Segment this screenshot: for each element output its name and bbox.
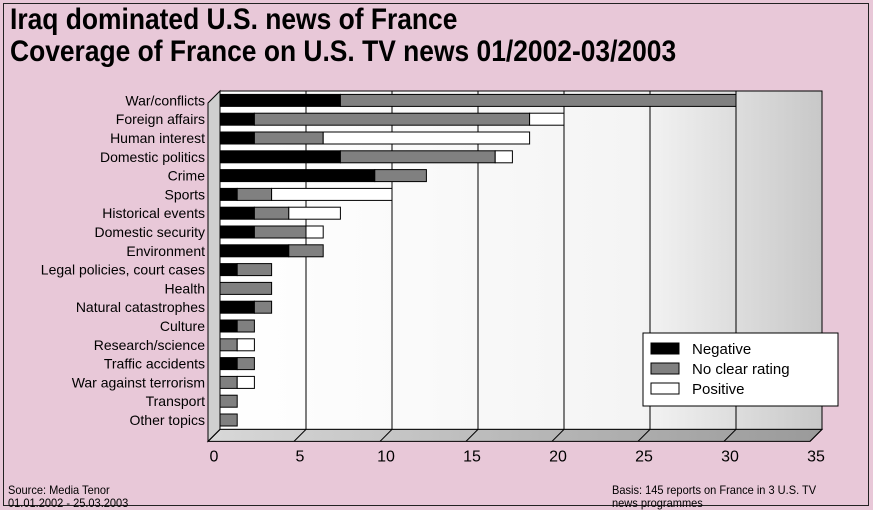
category-label: Crime	[168, 168, 206, 184]
category-label: Legal policies, court cases	[41, 262, 205, 278]
category-label: Research/science	[94, 337, 205, 353]
legend-label: No clear rating	[692, 361, 790, 378]
bar-segment	[219, 413, 238, 427]
grid-lines	[207, 91, 823, 442]
bar-segment	[236, 319, 255, 333]
category-label: Foreign affairs	[116, 111, 205, 127]
bar-segment	[219, 93, 341, 107]
category-labels: War/conflicts Foreign affairs Human intere…	[41, 92, 205, 428]
bar-segment	[288, 206, 341, 220]
bar-segment	[305, 225, 324, 239]
category-label: Environment	[126, 243, 205, 259]
grid-line-floor	[637, 429, 651, 442]
legend-swatch	[650, 362, 680, 375]
category-label: Transport	[146, 393, 206, 409]
bar-segment	[219, 150, 341, 164]
x-tick-label: 10	[377, 448, 395, 465]
category-label: War against terrorism	[72, 374, 205, 390]
bar-segment	[339, 150, 496, 164]
category-label: Domestic security	[95, 224, 205, 240]
bar-segment	[219, 131, 255, 145]
bar-segment	[253, 300, 273, 314]
bar-segment	[219, 187, 238, 201]
basis-line-2: news programmes	[612, 496, 703, 510]
legend-label: Negative	[692, 341, 751, 358]
x-tick-label: 20	[549, 448, 567, 465]
plot-side-wall	[207, 89, 221, 443]
bar-segment	[219, 206, 255, 220]
bar-segment	[253, 112, 531, 126]
bar-segment	[219, 300, 255, 314]
bar-segment	[219, 263, 238, 277]
x-tick-label: 0	[210, 448, 219, 465]
bar-segment	[219, 112, 255, 126]
grid-line-floor	[809, 429, 823, 442]
bar-segment	[339, 93, 737, 107]
bar-segment	[219, 375, 238, 389]
bar-segment	[236, 187, 273, 201]
bar-segment	[253, 131, 324, 145]
bar-segment	[219, 281, 273, 295]
bar-segment	[494, 150, 513, 164]
x-tick-label: 30	[721, 448, 739, 465]
category-label: Historical events	[102, 205, 205, 221]
chart-title: Iraq dominated U.S. news of France	[10, 3, 458, 36]
grid-line-floor	[207, 429, 221, 442]
bar-segment	[219, 394, 238, 408]
x-tick-label: 25	[635, 448, 653, 465]
category-label: Other topics	[130, 412, 205, 428]
bar-segment	[288, 244, 324, 258]
category-label: Natural catastrophes	[76, 299, 205, 315]
bar-segment	[219, 319, 238, 333]
category-label: War/conflicts	[125, 92, 205, 108]
source-line-1: Source: Media Tenor	[8, 483, 110, 497]
bars	[219, 93, 737, 427]
legend-label: Positive	[692, 381, 745, 398]
category-label: Domestic politics	[100, 149, 205, 165]
category-label: Human interest	[110, 130, 205, 146]
bar-segment	[529, 112, 565, 126]
grid-line-floor	[723, 429, 737, 442]
category-label: Culture	[160, 318, 205, 334]
x-tick-label: 15	[463, 448, 481, 465]
bar-segment	[253, 206, 290, 220]
legend-swatch	[650, 382, 680, 395]
bar-segment	[322, 131, 531, 145]
x-tick-label: 5	[296, 448, 305, 465]
bar-segment	[236, 263, 273, 277]
category-label: Health	[165, 280, 205, 296]
bar-segment	[271, 187, 393, 201]
grid-line-floor	[379, 429, 393, 442]
bar-segment	[219, 244, 290, 258]
source-line-2: 01.01.2002 - 25.03.2003	[8, 496, 129, 510]
legend-swatch	[650, 342, 680, 355]
bar-segment	[219, 169, 376, 183]
grid-line-floor	[293, 429, 307, 442]
bar-segment	[219, 225, 255, 239]
bar-segment	[374, 169, 427, 183]
grid-line-floor	[551, 429, 565, 442]
category-label: Traffic accidents	[104, 356, 205, 372]
bar-segment	[236, 338, 255, 352]
x-tick-label: 35	[807, 448, 825, 465]
bar-segment	[236, 375, 255, 389]
grid-line-floor	[465, 429, 479, 442]
bar-segment	[219, 338, 238, 352]
bar-segment	[253, 225, 307, 239]
bar-segment	[236, 357, 255, 371]
chart-frame	[3, 3, 869, 506]
chart-subtitle: Coverage of France on U.S. TV news 01/20…	[10, 35, 677, 68]
x-axis-ticks: 0 5 10 15 20 25 30 35	[210, 448, 825, 465]
basis-line-1: Basis: 145 reports on France in 3 U.S. T…	[612, 483, 817, 497]
bar-segment	[219, 357, 238, 371]
category-label: Sports	[165, 186, 205, 202]
legend: Negative No clear rating Positive	[642, 332, 839, 407]
